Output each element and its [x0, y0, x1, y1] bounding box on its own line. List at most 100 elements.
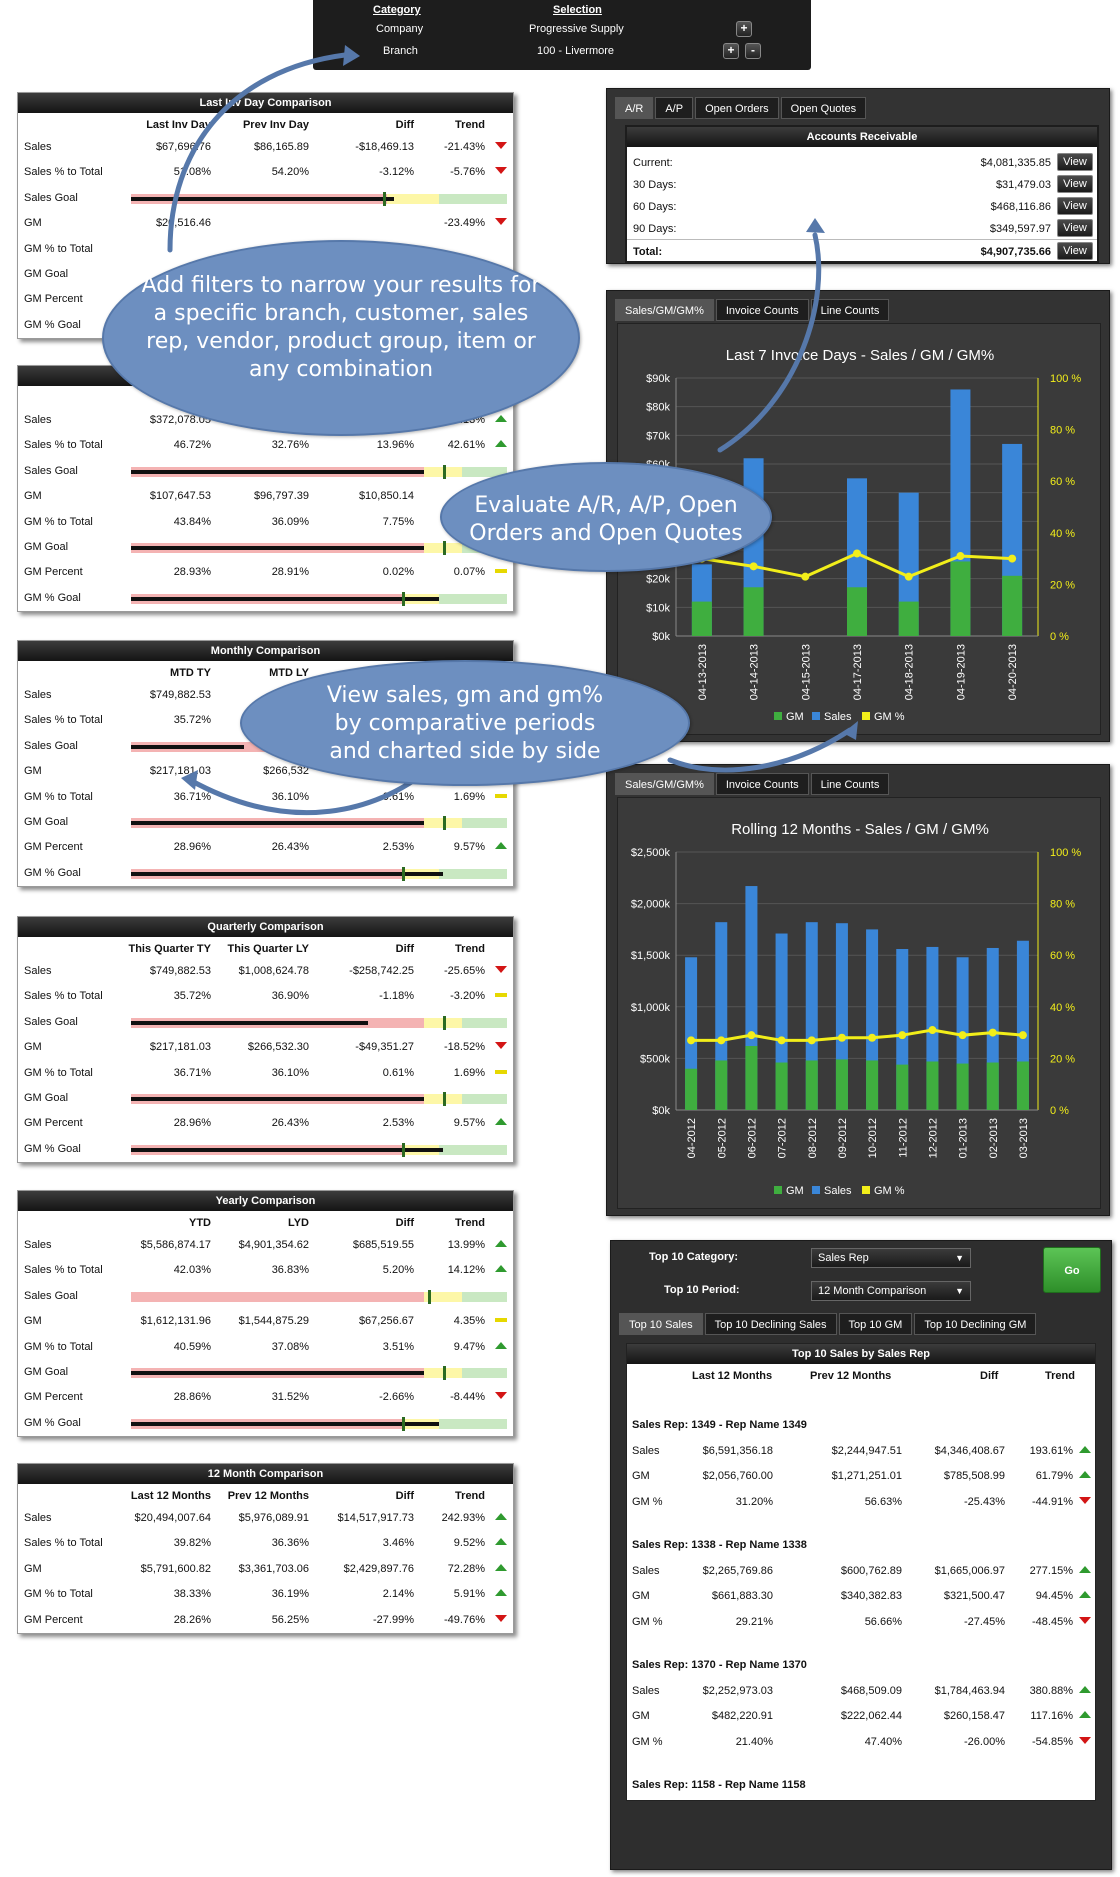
rep-group: Sales Rep: 1370 - Rep Name 1370 Sales $2,2… — [627, 1630, 1095, 1750]
row-value: 32.76% — [271, 439, 309, 452]
gm-percent-point — [837, 1033, 846, 1042]
panel-title: Yearly Comparison — [18, 1191, 513, 1211]
trend-up-icon — [495, 1240, 507, 1247]
top10-col-diff: Diff — [980, 1370, 999, 1382]
rep-row-value: $2,244,947.51 — [831, 1445, 902, 1457]
x-tick-label: 07-2012 — [777, 1118, 789, 1158]
top10-period-select[interactable]: 12 Month Comparison ▼ — [811, 1281, 971, 1301]
ar-row: 60 Days: $468,116.86 View — [627, 195, 1097, 217]
row-value: 242.93% — [441, 1512, 485, 1524]
column-header: Trend — [455, 119, 485, 131]
top10-period-label: Top 10 Period: — [664, 1284, 740, 1296]
tab-sales-gm[interactable]: Sales/GM/GM% — [615, 773, 714, 795]
tab-top10-gm[interactable]: Top 10 GM — [838, 1313, 913, 1335]
top10-category-select[interactable]: Sales Rep ▼ — [811, 1248, 971, 1268]
view-button[interactable]: View — [1057, 242, 1093, 260]
row-label: GM Percent — [24, 841, 83, 854]
tab-top10-sales[interactable]: Top 10 Sales — [619, 1313, 703, 1335]
tab-line-counts[interactable]: Line Counts — [810, 299, 890, 321]
go-button[interactable]: Go — [1043, 1247, 1101, 1293]
row-value: 28.93% — [173, 566, 211, 579]
panel-row: GM Percent 28.86% 31.52% -2.66% -8.44% — [18, 1385, 513, 1410]
row-value: 5.20% — [382, 1264, 414, 1277]
panel-row: Sales % to Total 35.72% — [18, 708, 513, 733]
row-value: 5.91% — [453, 1588, 485, 1601]
panel-row: GM % Goal — [18, 861, 513, 886]
legend-label: Sales — [824, 1185, 852, 1197]
y-tick-label: $10k — [646, 602, 670, 614]
row-value: $5,976,089.91 — [238, 1512, 309, 1524]
row-value: 14.12% — [447, 1264, 485, 1277]
row-value: $1,612,131.96 — [140, 1315, 211, 1328]
gm-percent-point — [747, 1031, 756, 1040]
trend-down-icon — [1079, 1736, 1091, 1744]
trend-up-icon — [1079, 1711, 1091, 1719]
trend-down-icon — [1079, 1496, 1091, 1504]
row-value: -5.76% — [450, 166, 485, 179]
rep-row-value: 61.79% — [1035, 1470, 1073, 1483]
rep-row-value: 94.45% — [1035, 1590, 1073, 1603]
panel-row: Sales % to Total 35.72% 36.90% -1.18% -3.20% — [18, 984, 513, 1009]
rep-row-label: GM % — [632, 1735, 663, 1748]
trend-up-icon — [1079, 1591, 1091, 1599]
rep-group: Sales Rep: 1349 - Rep Name 1349 Sales $6,5… — [627, 1390, 1095, 1510]
row-label: GM % Goal — [24, 318, 81, 331]
tab-sales-gm[interactable]: Sales/GM/GM% — [615, 299, 714, 321]
row-label: Sales Goal — [24, 191, 78, 204]
remove-branch-filter-button[interactable]: - — [745, 43, 761, 59]
row-value: -3.20% — [450, 990, 485, 1003]
row-value: 13.99% — [447, 1239, 485, 1251]
view-button[interactable]: View — [1057, 197, 1093, 215]
tab-top10-declining-sales[interactable]: Top 10 Declining Sales — [704, 1313, 837, 1335]
panel-title: Quarterly Comparison — [18, 917, 513, 937]
panel-row: GM % to Total — [18, 237, 513, 262]
panel-row: Sales % to Total 46.72% 32.76% 13.96% 42.61% — [18, 433, 513, 458]
tab-invoice-counts[interactable]: Invoice Counts — [715, 773, 809, 795]
legend-label: GM — [786, 1185, 804, 1197]
row-value: -3.12% — [379, 166, 414, 179]
view-button[interactable]: View — [1057, 219, 1093, 237]
top10-category-label: Top 10 Category: — [649, 1251, 739, 1263]
row-value: $96,797.39 — [253, 490, 309, 503]
tab-open-orders[interactable]: Open Orders — [695, 97, 779, 119]
panel-row: GM % to Total 40.59% 37.08% 3.51% 9.47% — [18, 1335, 513, 1360]
panel-title: Monthly Comparison — [18, 641, 513, 661]
row-label: GM % Goal — [24, 1416, 81, 1429]
panel-row: GM % to Total 36.71% 36.10% 0.61% 1.69% — [18, 785, 513, 810]
view-button[interactable]: View — [1057, 175, 1093, 193]
trend-down-icon — [495, 1614, 507, 1622]
row-value: 26.43% — [271, 1117, 309, 1130]
column-header: Diff — [395, 1490, 414, 1502]
top10-category-value: Sales Rep — [818, 1252, 869, 1264]
panel-row: Sales $67,696.76 $86,165.89 -$18,469.13 -21.… — [18, 135, 513, 160]
row-value: 42.61% — [447, 439, 485, 452]
filter-bar: Category Selection Company Progressive S… — [313, 0, 811, 70]
panel-column-headers: MTD TY MTD LY — [18, 661, 513, 683]
row-value: $266,532.30 — [247, 1041, 309, 1054]
y2-tick-label: 0 % — [1050, 631, 1069, 643]
y-tick-label: $2,500k — [631, 847, 671, 859]
tab-invoice-counts[interactable]: Invoice Counts — [715, 299, 809, 321]
add-branch-filter-button[interactable]: + — [723, 43, 739, 59]
goal-bar — [131, 1416, 507, 1431]
view-button[interactable]: View — [1057, 153, 1093, 171]
arrowhead-icon — [806, 218, 825, 233]
filter-selection-company[interactable]: Progressive Supply — [529, 23, 624, 35]
row-label: Sales % to Total — [24, 714, 103, 727]
row-value: -1.18% — [379, 990, 414, 1003]
column-header: This Quarter TY — [128, 943, 211, 955]
gm-bar — [835, 1059, 848, 1110]
panel-column-headers: YTD LYD Diff Trend — [18, 1211, 513, 1233]
row-label: GM % to Total — [24, 1588, 93, 1601]
column-header: Last Inv Day — [146, 119, 211, 131]
tab-ap[interactable]: A/P — [655, 97, 694, 119]
row-value: 36.19% — [271, 1588, 309, 1601]
tab-open-quotes[interactable]: Open Quotes — [780, 97, 867, 119]
y-tick-label: $2,000k — [631, 899, 671, 911]
sales-bar — [898, 492, 919, 636]
add-filter-button[interactable]: + — [736, 21, 752, 37]
tab-line-counts[interactable]: Line Counts — [810, 773, 890, 795]
filter-selection-branch[interactable]: 100 - Livermore — [537, 45, 615, 57]
tab-ar[interactable]: A/R — [615, 97, 654, 119]
tab-top10-declining-gm[interactable]: Top 10 Declining GM — [914, 1313, 1037, 1335]
